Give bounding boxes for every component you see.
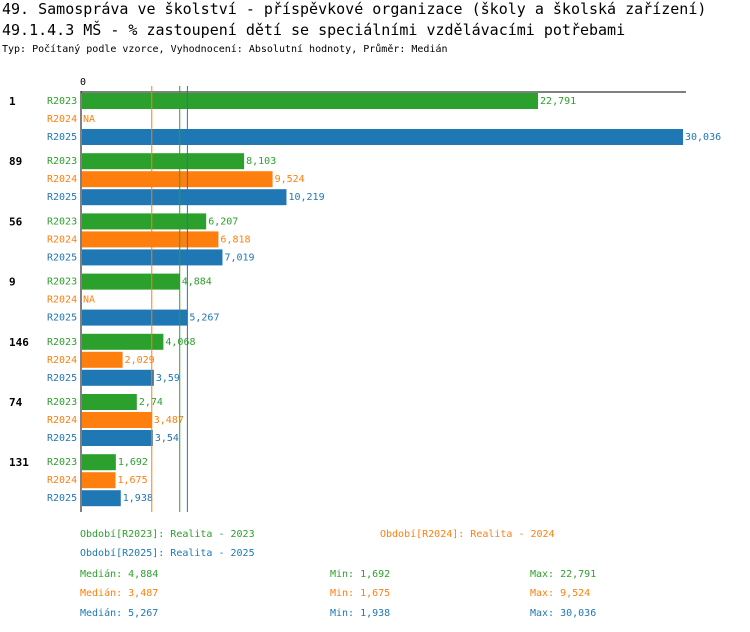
data-label: 4,068 (165, 337, 195, 348)
chart-subtitle: 49.1.4.3 MŠ - % zastoupení dětí se speci… (2, 21, 626, 39)
group-label: 9 (9, 276, 16, 289)
bar (82, 213, 207, 230)
series-label: R2024 (47, 174, 77, 185)
data-label: 9,524 (275, 174, 305, 185)
series-label: R2023 (47, 337, 77, 348)
bar (82, 189, 287, 206)
bar (82, 412, 152, 428)
stat-max-r2023: Max: 22,791 (530, 569, 597, 580)
group-label: 56 (9, 215, 23, 228)
stat-min-r2024: Min: 1,675 (330, 588, 391, 599)
data-label: 22,791 (540, 96, 576, 107)
data-label: 4,884 (182, 277, 212, 288)
group-label: 89 (9, 155, 22, 168)
bar (82, 472, 116, 489)
series-label: R2024 (47, 234, 77, 245)
bar-chart: 0 1 R2023 22,791 R2024 NA R2025 30,036 89 R2023 8,… (9, 77, 721, 512)
series-label: R2024 (47, 475, 77, 486)
x-tick-label-zero: 0 (80, 77, 86, 88)
stat-median-r2024: Medián: 3,487 (80, 588, 159, 599)
stat-min-r2023: Min: 1,692 (330, 569, 391, 580)
series-label: R2025 (47, 252, 77, 263)
group-label: 74 (9, 396, 23, 409)
chart-description: Typ: Počítaný podle vzorce, Vyhodnocení:… (2, 44, 448, 55)
series-label: R2025 (47, 373, 77, 384)
data-label: NA (83, 114, 95, 125)
data-label: 3,59 (156, 373, 180, 384)
data-label: 1,938 (123, 493, 153, 504)
data-label: 1,692 (118, 457, 148, 468)
stat-median-r2023: Medián: 4,884 (80, 569, 159, 580)
series-label: R2024 (47, 114, 77, 125)
group-label: 131 (9, 456, 29, 469)
bar (82, 309, 188, 326)
data-label: 5,267 (189, 313, 219, 324)
series-label: R2025 (47, 192, 77, 203)
group-label: 1 (9, 95, 16, 108)
bar (82, 273, 180, 290)
bar (82, 333, 164, 350)
bar (82, 490, 121, 507)
series-label: R2023 (47, 96, 77, 107)
series-label: R2025 (47, 433, 77, 444)
series-label: R2024 (47, 415, 77, 426)
data-label: 6,207 (208, 216, 238, 227)
series-label: R2025 (47, 132, 77, 143)
bar (82, 394, 137, 410)
series-label: R2023 (47, 277, 77, 288)
legend-r2023: Období[R2023]: Realita - 2023 (80, 529, 255, 540)
series-label: R2024 (47, 295, 77, 306)
stat-max-r2024: Max: 9,524 (530, 588, 591, 599)
bar (82, 430, 153, 446)
bar (82, 129, 683, 145)
bar (82, 454, 116, 471)
data-label: 2,029 (125, 355, 155, 366)
legend-r2024: Období[R2024]: Realita - 2024 (380, 529, 555, 540)
stat-max-r2025: Max: 30,036 (530, 608, 597, 619)
data-label: 7,019 (224, 252, 254, 263)
data-label: 3,54 (155, 433, 179, 444)
data-label: 6,818 (220, 234, 250, 245)
data-label: 30,036 (685, 132, 721, 143)
series-label: R2024 (47, 355, 77, 366)
bar (82, 93, 539, 109)
bar (82, 171, 273, 188)
series-label: R2023 (47, 156, 77, 167)
series-label: R2025 (47, 493, 77, 504)
data-label: 1,675 (118, 475, 148, 486)
series-label: R2023 (47, 457, 77, 468)
bar (82, 369, 154, 386)
group-label: 146 (9, 336, 29, 349)
data-label: 3,487 (154, 415, 184, 426)
data-label: 8,103 (246, 156, 276, 167)
series-label: R2023 (47, 216, 77, 227)
data-label: NA (83, 295, 95, 306)
bar (82, 231, 219, 248)
chart-title: 49. Samospráva ve školství - příspěvkové… (2, 0, 707, 18)
data-label: 2,74 (139, 397, 163, 408)
series-label: R2025 (47, 313, 77, 324)
stat-median-r2025: Medián: 5,267 (80, 608, 159, 619)
bar (82, 351, 123, 368)
data-label: 10,219 (288, 192, 324, 203)
series-label: R2023 (47, 397, 77, 408)
stat-min-r2025: Min: 1,938 (330, 608, 391, 619)
legend-r2025: Období[R2025]: Realita - 2025 (80, 548, 255, 559)
bar (82, 153, 245, 170)
